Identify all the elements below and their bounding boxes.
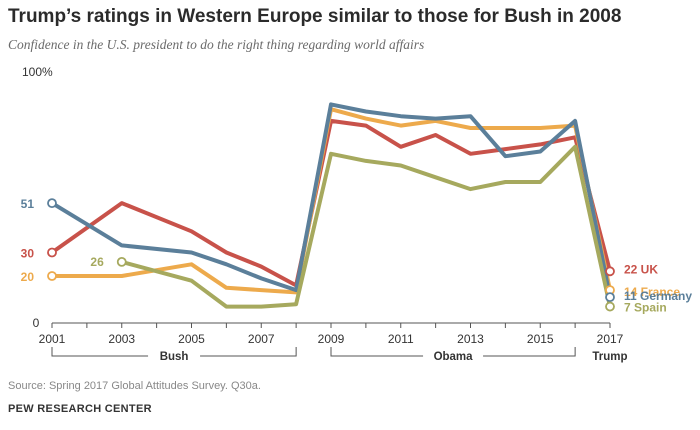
source-note: Source: Spring 2017 Global Attitudes Sur… bbox=[8, 380, 261, 392]
end-label-germany: 11 Germany bbox=[624, 289, 692, 303]
era-label: Trump bbox=[592, 351, 627, 363]
y-tick-label: 100% bbox=[22, 65, 53, 79]
x-tick-label: 2009 bbox=[318, 332, 345, 346]
chart-title: Trump’s ratings in Western Europe simila… bbox=[8, 6, 622, 27]
start-marker-france bbox=[47, 271, 57, 281]
end-marker-spain bbox=[605, 301, 615, 312]
credit-line: PEW RESEARCH CENTER bbox=[8, 403, 152, 415]
x-tick-label: 2011 bbox=[388, 332, 414, 346]
series-line-uk bbox=[50, 118, 612, 288]
chart-subtitle: Confidence in the U.S. president to do t… bbox=[8, 37, 425, 52]
era-bracket bbox=[483, 347, 576, 357]
start-value-uk: 30 bbox=[21, 247, 35, 261]
x-tick-label: 2017 bbox=[597, 332, 624, 346]
end-label-uk: 22 UK bbox=[624, 262, 658, 276]
series-line-spain bbox=[119, 144, 612, 309]
x-tick-label: 2003 bbox=[108, 332, 135, 346]
x-tick-label: 2013 bbox=[457, 332, 484, 346]
start-value-spain: 26 bbox=[90, 255, 104, 269]
start-value-france: 20 bbox=[21, 270, 35, 284]
era-bracket bbox=[200, 347, 297, 357]
y-tick-label: 0 bbox=[33, 316, 40, 330]
era-bracket bbox=[330, 347, 424, 357]
x-tick-label: 2007 bbox=[248, 332, 275, 346]
series-line-france bbox=[50, 107, 612, 295]
start-marker-germany bbox=[47, 198, 57, 209]
start-marker-uk bbox=[47, 247, 57, 258]
era-label: Bush bbox=[160, 351, 189, 363]
end-label-spain: 7 Spain bbox=[624, 301, 667, 315]
x-tick-label: 2015 bbox=[527, 332, 554, 346]
series-line-germany bbox=[50, 102, 612, 300]
start-marker-spain bbox=[116, 256, 127, 267]
era-label: Obama bbox=[434, 351, 474, 363]
end-marker-uk bbox=[605, 266, 615, 277]
start-value-germany: 51 bbox=[21, 197, 35, 211]
end-label-france: 14 France bbox=[624, 285, 680, 299]
x-tick-label: 2005 bbox=[178, 332, 205, 346]
era-bracket bbox=[51, 347, 149, 357]
end-marker-germany bbox=[605, 292, 615, 303]
x-tick-label: 2001 bbox=[39, 332, 66, 346]
